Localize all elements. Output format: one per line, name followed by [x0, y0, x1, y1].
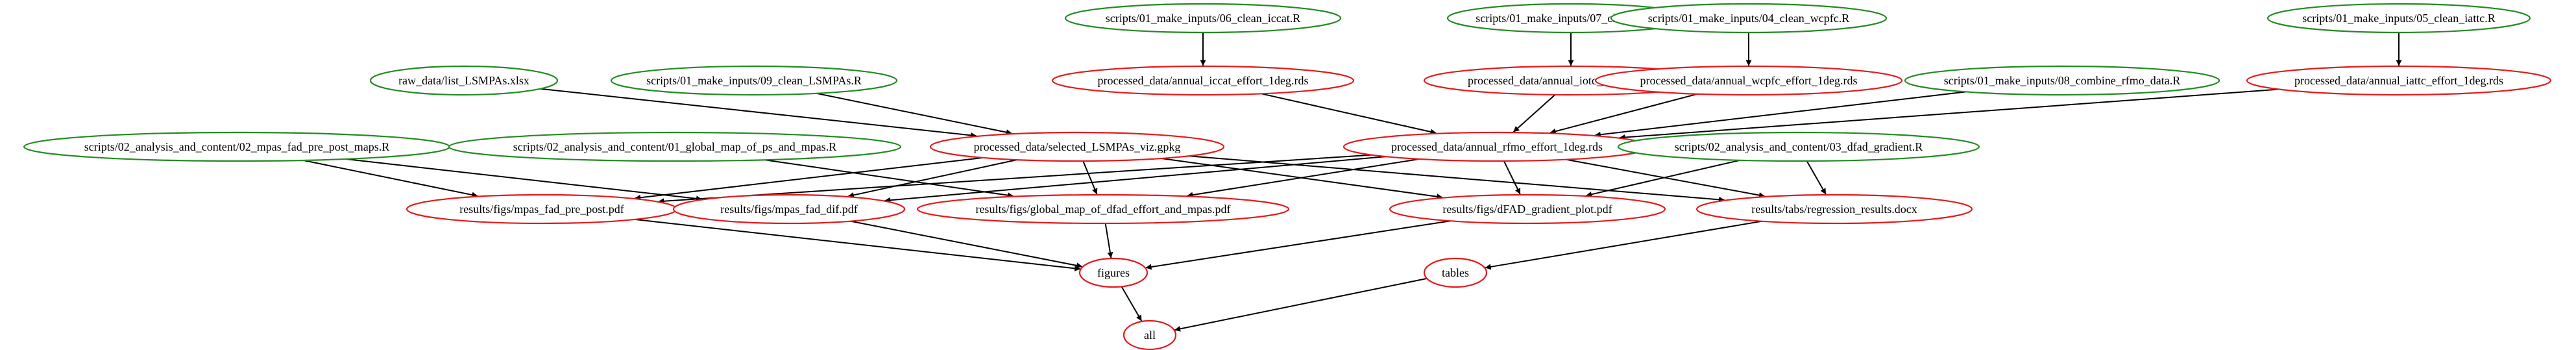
node-label: processed_data/annual_iattc_effort_1deg.… [2294, 74, 2503, 87]
node-label: scripts/02_analysis_and_content/01_globa… [513, 140, 836, 153]
edge-p_rfmo-to-f_grad [1503, 160, 1521, 195]
node-f_grad: results/figs/dFAD_gradient_plot.pdf [1389, 194, 1666, 225]
node-label: raw_data/list_LSMPAs.xlsx [398, 74, 529, 87]
node-ellipse [610, 65, 898, 96]
edge-p_rfmo-to-f_global [1187, 158, 1420, 198]
node-s02: scripts/02_analysis_and_content/02_mpas_… [23, 131, 451, 162]
node-label: results/figs/dFAD_gradient_plot.pdf [1442, 203, 1612, 216]
node-f_global: results/figs/global_map_of_dfad_effort_a… [916, 194, 1290, 225]
edge-s08-to-p_rfmo [1594, 91, 1966, 138]
edge-figures-to-all [1121, 286, 1143, 321]
edge-p_sel-to-t_reg [1189, 155, 1725, 203]
edge-p_rfmo-to-f_dif [884, 156, 1386, 203]
node-p_sel: processed_data/selected_LSMPAs_viz.gpkg [929, 131, 1225, 162]
node-label: figures [1097, 266, 1130, 279]
node-ellipse [1695, 194, 1973, 225]
edge-p_iotc-to-p_rfmo [1513, 94, 1556, 132]
node-p_iccat: processed_data/annual_iccat_effort_1deg.… [1051, 65, 1355, 96]
node-label: results/figs/global_map_of_dfad_effort_a… [975, 203, 1230, 216]
node-ellipse [1610, 3, 1888, 34]
node-label: results/figs/mpas_fad_pre_post.pdf [459, 203, 624, 216]
edge-t_reg-to-tables [1485, 220, 1762, 270]
edge-f_global-to-figures [1104, 223, 1113, 258]
edge-p_wcpfc-to-p_rfmo [1549, 93, 1698, 134]
node-label: scripts/01_make_inputs/06_clean_iccat.R [1106, 12, 1300, 25]
edge-s02-to-f_prepost [303, 159, 478, 198]
edge-p_sel-to-f_global [1082, 160, 1098, 195]
node-ellipse [1123, 319, 1177, 350]
edge-f_prepost-to-figures [635, 218, 1081, 271]
node-s01: scripts/02_analysis_and_content/01_globa… [448, 131, 902, 162]
edge-p_iccat-to-p_rfmo [1261, 93, 1437, 135]
node-s04: scripts/01_make_inputs/04_clean_wcpfc.R [1610, 3, 1888, 34]
node-p_iattc: processed_data/annual_iattc_effort_1deg.… [2246, 65, 2552, 96]
node-ellipse [672, 194, 906, 225]
node-ellipse [2246, 65, 2552, 96]
edge-p_iattc-to-p_rfmo [1619, 88, 2279, 140]
node-label: scripts/01_make_inputs/09_clean_LSMPAs.R [646, 74, 862, 87]
edge-f_grad-to-figures [1145, 220, 1451, 270]
node-label: processed_data/annual_iccat_effort_1deg.… [1097, 74, 1308, 87]
node-ellipse [1904, 65, 2220, 96]
node-label: scripts/02_analysis_and_content/02_mpas_… [84, 140, 389, 153]
edge-s03-to-f_grad [1586, 159, 1740, 197]
node-t_reg: results/tabs/regression_results.docx [1695, 194, 1973, 225]
edge-s09-to-p_sel [816, 92, 1012, 136]
edge-s02-to-f_dif [345, 158, 702, 202]
node-s05: scripts/01_make_inputs/05_clean_iattc.R [2266, 3, 2531, 34]
node-ellipse [1078, 257, 1148, 288]
edge-s03-to-t_reg [1806, 160, 1827, 195]
edge-s01-to-f_global [764, 159, 1014, 199]
node-rawl: raw_data/list_LSMPAs.xlsx [369, 65, 559, 96]
node-ellipse [369, 65, 559, 96]
edge-p_sel-to-f_dif [847, 159, 1017, 198]
node-figures: figures [1078, 257, 1148, 288]
edges-layer [303, 32, 2402, 332]
node-ellipse [1617, 131, 1980, 162]
node-s03: scripts/02_analysis_and_content/03_dfad_… [1617, 131, 1980, 162]
edge-p_sel-to-f_prepost [635, 156, 984, 201]
node-f_dif: results/figs/mpas_fad_dif.pdf [672, 194, 906, 225]
node-s09: scripts/01_make_inputs/09_clean_LSMPAs.R [610, 65, 898, 96]
node-label: results/tabs/regression_results.docx [1751, 203, 1917, 216]
edge-tables-to-all [1174, 277, 1428, 332]
node-f_prepost: results/figs/mpas_fad_pre_post.pdf [406, 194, 678, 225]
node-p_rfmo: processed_data/annual_rfmo_effort_1deg.r… [1343, 131, 1651, 162]
node-label: tables [1442, 266, 1469, 279]
node-ellipse [929, 131, 1225, 162]
node-ellipse [916, 194, 1290, 225]
edge-f_dif-to-figures [850, 220, 1083, 269]
node-label: processed_data/selected_LSMPAs_viz.gpkg [974, 140, 1181, 153]
node-label: processed_data/annual_wcpfc_effort_1deg.… [1640, 74, 1857, 87]
node-p_wcpfc: processed_data/annual_wcpfc_effort_1deg.… [1594, 65, 1903, 96]
node-s06: scripts/01_make_inputs/06_clean_iccat.R [1064, 3, 1342, 34]
node-tables: tables [1423, 257, 1488, 288]
node-s08: scripts/01_make_inputs/08_combine_rfmo_d… [1904, 65, 2220, 96]
node-ellipse [2266, 3, 2531, 34]
edge-p_rfmo-to-f_prepost [658, 154, 1372, 205]
edge-rawl-to-p_sel [540, 88, 977, 138]
node-ellipse [448, 131, 902, 162]
node-label: scripts/01_make_inputs/05_clean_iattc.R [2302, 12, 2495, 25]
node-ellipse [1051, 65, 1355, 96]
node-ellipse [1064, 3, 1342, 34]
node-label: scripts/01_make_inputs/04_clean_wcpfc.R [1648, 12, 1849, 25]
node-ellipse [1594, 65, 1903, 96]
node-label: scripts/02_analysis_and_content/03_dfad_… [1675, 140, 1923, 153]
node-all: all [1123, 319, 1177, 350]
node-label: processed_data/annual_rfmo_effort_1deg.r… [1391, 140, 1603, 153]
node-ellipse [1389, 194, 1666, 225]
node-label: scripts/01_make_inputs/08_combine_rfmo_d… [1944, 74, 2180, 87]
node-label: results/figs/mpas_fad_dif.pdf [720, 203, 857, 216]
node-ellipse [1423, 257, 1488, 288]
node-label: all [1144, 329, 1156, 342]
